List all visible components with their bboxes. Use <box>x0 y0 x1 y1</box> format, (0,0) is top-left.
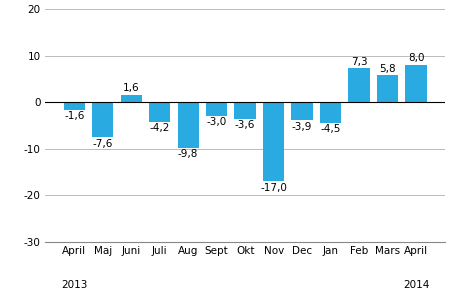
Text: 2014: 2014 <box>403 281 429 291</box>
Bar <box>263 102 284 181</box>
Text: -1,6: -1,6 <box>64 111 84 121</box>
Text: -7,6: -7,6 <box>93 139 113 149</box>
Bar <box>377 75 398 102</box>
Bar <box>206 102 227 116</box>
Text: 2013: 2013 <box>61 281 88 291</box>
Bar <box>149 102 170 122</box>
Bar <box>234 102 256 119</box>
Bar <box>64 102 85 110</box>
Bar <box>291 102 313 120</box>
Text: 1,6: 1,6 <box>123 83 139 93</box>
Text: 5,8: 5,8 <box>379 64 396 74</box>
Bar <box>405 65 427 102</box>
Text: -3,6: -3,6 <box>235 120 255 130</box>
Bar <box>348 68 370 102</box>
Text: 7,3: 7,3 <box>351 57 367 67</box>
Text: -4,2: -4,2 <box>149 123 170 133</box>
Bar <box>178 102 199 148</box>
Text: 8,0: 8,0 <box>408 53 424 63</box>
Text: -3,9: -3,9 <box>292 122 312 132</box>
Text: -4,5: -4,5 <box>321 124 341 134</box>
Bar <box>320 102 341 123</box>
Text: -9,8: -9,8 <box>178 149 198 159</box>
Bar <box>120 95 142 102</box>
Text: -17,0: -17,0 <box>260 182 287 193</box>
Text: -3,0: -3,0 <box>207 117 227 127</box>
Bar <box>92 102 114 137</box>
